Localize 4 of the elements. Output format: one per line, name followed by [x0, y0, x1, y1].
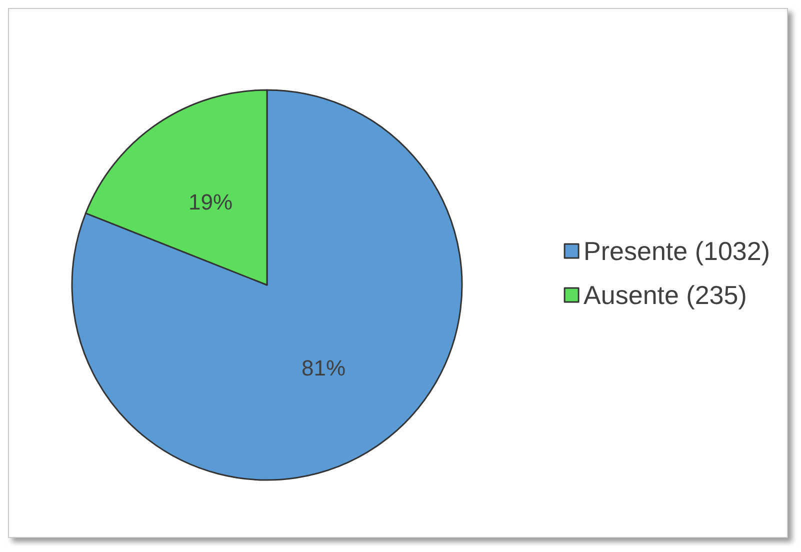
data-label: 19% — [188, 189, 233, 214]
legend-label: Ausente (235) — [584, 280, 747, 310]
legend-label: Presente (1032) — [584, 236, 770, 266]
data-label: 81% — [301, 356, 346, 381]
